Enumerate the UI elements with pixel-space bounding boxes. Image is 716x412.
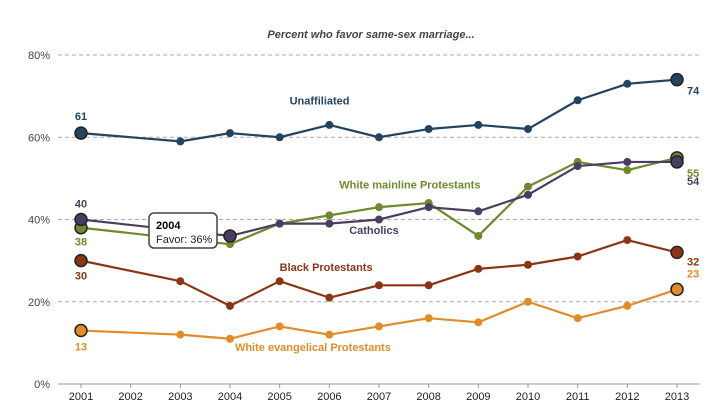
point-catholics-2008[interactable]	[424, 203, 433, 212]
point-black-protestants-2004[interactable]	[226, 301, 234, 310]
y-tick-label-60: 60%	[28, 132, 50, 144]
point-catholics-2007[interactable]	[375, 215, 383, 224]
start-label-catholics: 40	[75, 199, 87, 211]
point-white-mainline-protestants-2006[interactable]	[325, 211, 334, 220]
point-unaffiliated-2009[interactable]	[474, 120, 483, 129]
point-unaffiliated-2004[interactable]	[226, 129, 234, 138]
point-catholics-2010[interactable]	[524, 190, 532, 199]
point-black-protestants-2013[interactable]	[670, 245, 684, 260]
series-name-catholics: Catholics	[349, 225, 399, 237]
point-white-evangelical-protestants-2005[interactable]	[275, 322, 284, 331]
series-labels: Unaffiliated 61 74 White mainline Protestan…	[75, 86, 700, 354]
start-label-white-mainline-protestants: 38	[75, 237, 87, 249]
point-white-mainline-protestants-2010[interactable]	[524, 182, 532, 191]
point-catholics-2009[interactable]	[474, 207, 483, 216]
point-white-evangelical-protestants-2008[interactable]	[424, 314, 433, 323]
point-black-protestants-2012[interactable]	[623, 236, 632, 245]
start-label-white-evangelical-protestants: 13	[75, 342, 87, 354]
x-tick-label-2002: 2002	[118, 391, 142, 403]
x-tick-label-2010: 2010	[516, 391, 540, 403]
x-tick-label-2008: 2008	[416, 391, 440, 403]
x-tick-label-2001: 2001	[69, 391, 93, 403]
point-unaffiliated-2008[interactable]	[424, 125, 433, 134]
series-name-black-protestants: Black Protestants	[280, 262, 373, 274]
point-catholics-2006[interactable]	[325, 219, 334, 228]
series-line-white-evangelical-protestants	[80, 288, 678, 340]
point-white-evangelical-protestants-2009[interactable]	[474, 318, 483, 327]
point-black-protestants-2008[interactable]	[424, 281, 433, 290]
point-white-evangelical-protestants-2001[interactable]	[74, 323, 88, 338]
tooltip-box	[148, 212, 218, 249]
start-label-black-protestants: 30	[75, 271, 87, 283]
x-tick-label-2003: 2003	[168, 391, 192, 403]
point-black-protestants-2010[interactable]	[524, 260, 532, 269]
x-tick-label-2012: 2012	[615, 391, 639, 403]
x-tick-label-2005: 2005	[267, 391, 291, 403]
point-catholics-2011[interactable]	[573, 162, 582, 171]
y-tick-label-20: 20%	[28, 297, 50, 309]
x-tick-label-2013: 2013	[665, 391, 689, 403]
y-axis: 0% 20% 40% 60% 80%	[28, 50, 50, 391]
x-tick-label-2004: 2004	[218, 391, 242, 403]
point-unaffiliated-2011[interactable]	[573, 96, 582, 105]
tooltip-value: Favor: 36%	[156, 234, 212, 246]
point-catholics-2001[interactable]	[74, 212, 88, 227]
start-label-unaffiliated: 61	[75, 111, 87, 123]
point-black-protestants-2009[interactable]	[474, 264, 483, 273]
point-black-protestants-2011[interactable]	[573, 252, 582, 261]
x-tick-label-2007: 2007	[367, 391, 391, 403]
series-line-black-protestants	[80, 238, 678, 307]
series-line-unaffiliated	[80, 78, 678, 143]
chart-title: Percent who favor same-sex marriage...	[267, 29, 474, 41]
series-name-white-mainline-protestants: White mainline Protestants	[339, 180, 480, 192]
point-white-evangelical-protestants-2010[interactable]	[524, 297, 532, 306]
tooltip: 2004 Favor: 36%	[148, 212, 218, 249]
point-white-evangelical-protestants-2007[interactable]	[375, 322, 383, 331]
point-white-mainline-protestants-2009[interactable]	[474, 231, 483, 240]
point-unaffiliated-2010[interactable]	[524, 125, 532, 134]
point-white-evangelical-protestants-2003[interactable]	[176, 330, 185, 339]
x-tick-label-2009: 2009	[466, 391, 490, 403]
point-white-evangelical-protestants-2006[interactable]	[325, 330, 334, 339]
point-unaffiliated-2012[interactable]	[623, 79, 632, 88]
point-black-protestants-2001[interactable]	[74, 253, 88, 268]
series-name-white-evangelical-protestants: White evangelical Protestants	[235, 342, 391, 354]
point-white-evangelical-protestants-2012[interactable]	[623, 301, 632, 310]
x-tick-label-2006: 2006	[317, 391, 341, 403]
point-black-protestants-2007[interactable]	[375, 281, 383, 290]
end-label-black-protestants: 32	[687, 256, 699, 268]
point-white-evangelical-protestants-2004[interactable]	[226, 334, 234, 343]
end-label-unaffiliated: 74	[687, 86, 700, 98]
x-axis: 2001 2002 2003 2004 2005 2006 2007 2008 2009 2010…	[69, 384, 689, 403]
y-tick-label-0: 0%	[34, 379, 50, 391]
hovered-point-catholics-2004[interactable]	[223, 229, 237, 243]
point-white-evangelical-protestants-2011[interactable]	[573, 314, 582, 323]
point-unaffiliated-2006[interactable]	[325, 120, 334, 129]
point-unaffiliated-2003[interactable]	[176, 137, 185, 146]
end-label-white-mainline-protestants: 55	[687, 168, 699, 180]
y-tick-label-40: 40%	[28, 215, 50, 227]
x-tick-label-2011: 2011	[566, 391, 590, 403]
point-unaffiliated-2013[interactable]	[670, 72, 684, 87]
point-catholics-2005[interactable]	[275, 219, 284, 228]
point-catholics-2013[interactable]	[670, 155, 684, 169]
y-tick-label-80: 80%	[28, 50, 50, 62]
point-white-mainline-protestants-2007[interactable]	[375, 203, 383, 212]
end-label-white-evangelical-protestants: 23	[687, 268, 699, 280]
tooltip-year: 2004	[156, 220, 181, 232]
series-points[interactable]	[74, 72, 684, 343]
point-catholics-2012[interactable]	[623, 157, 632, 166]
point-black-protestants-2006[interactable]	[325, 293, 334, 302]
point-white-evangelical-protestants-2013[interactable]	[670, 282, 684, 297]
point-white-mainline-protestants-2012[interactable]	[623, 166, 632, 175]
series-name-unaffiliated: Unaffiliated	[290, 95, 350, 107]
point-unaffiliated-2005[interactable]	[275, 133, 284, 142]
point-unaffiliated-2007[interactable]	[375, 133, 383, 142]
point-black-protestants-2003[interactable]	[176, 277, 185, 286]
point-black-protestants-2005[interactable]	[275, 277, 284, 286]
end-label-catholics: 54	[687, 176, 700, 188]
point-unaffiliated-2001[interactable]	[74, 126, 88, 140]
